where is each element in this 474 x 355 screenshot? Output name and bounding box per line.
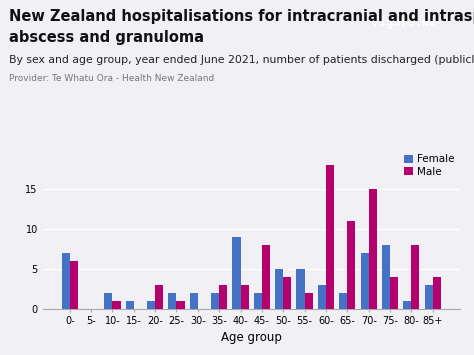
Bar — [361, 253, 369, 309]
Legend: Female, Male: Female, Male — [403, 154, 455, 177]
Bar — [382, 245, 390, 309]
Bar — [62, 253, 70, 309]
X-axis label: Age group: Age group — [221, 331, 282, 344]
Bar — [296, 269, 305, 309]
Bar — [433, 277, 441, 309]
Bar — [190, 293, 198, 309]
Bar — [232, 237, 240, 309]
Text: figure.nz: figure.nz — [372, 16, 436, 29]
Bar — [147, 301, 155, 309]
Bar — [403, 301, 411, 309]
Bar — [240, 285, 249, 309]
Text: By sex and age group, year ended June 2021, number of patients discharged (publi: By sex and age group, year ended June 20… — [9, 55, 474, 65]
Bar — [305, 293, 313, 309]
Bar — [339, 293, 347, 309]
Bar — [347, 221, 356, 309]
Bar — [112, 301, 120, 309]
Bar — [390, 277, 398, 309]
Bar — [155, 285, 163, 309]
Text: Provider: Te Whatu Ora - Health New Zealand: Provider: Te Whatu Ora - Health New Zeal… — [9, 74, 215, 83]
Bar — [411, 245, 419, 309]
Text: abscess and granuloma: abscess and granuloma — [9, 30, 204, 45]
Bar — [262, 245, 270, 309]
Bar — [219, 285, 228, 309]
Bar — [318, 285, 326, 309]
Bar — [70, 261, 78, 309]
Bar — [326, 165, 334, 309]
Text: New Zealand hospitalisations for intracranial and intraspinal: New Zealand hospitalisations for intracr… — [9, 9, 474, 24]
Bar — [211, 293, 219, 309]
Bar — [104, 293, 112, 309]
Bar — [425, 285, 433, 309]
Bar — [126, 301, 134, 309]
Bar — [275, 269, 283, 309]
Bar — [369, 189, 377, 309]
Bar — [283, 277, 292, 309]
Bar — [168, 293, 176, 309]
Bar — [176, 301, 184, 309]
Bar — [254, 293, 262, 309]
